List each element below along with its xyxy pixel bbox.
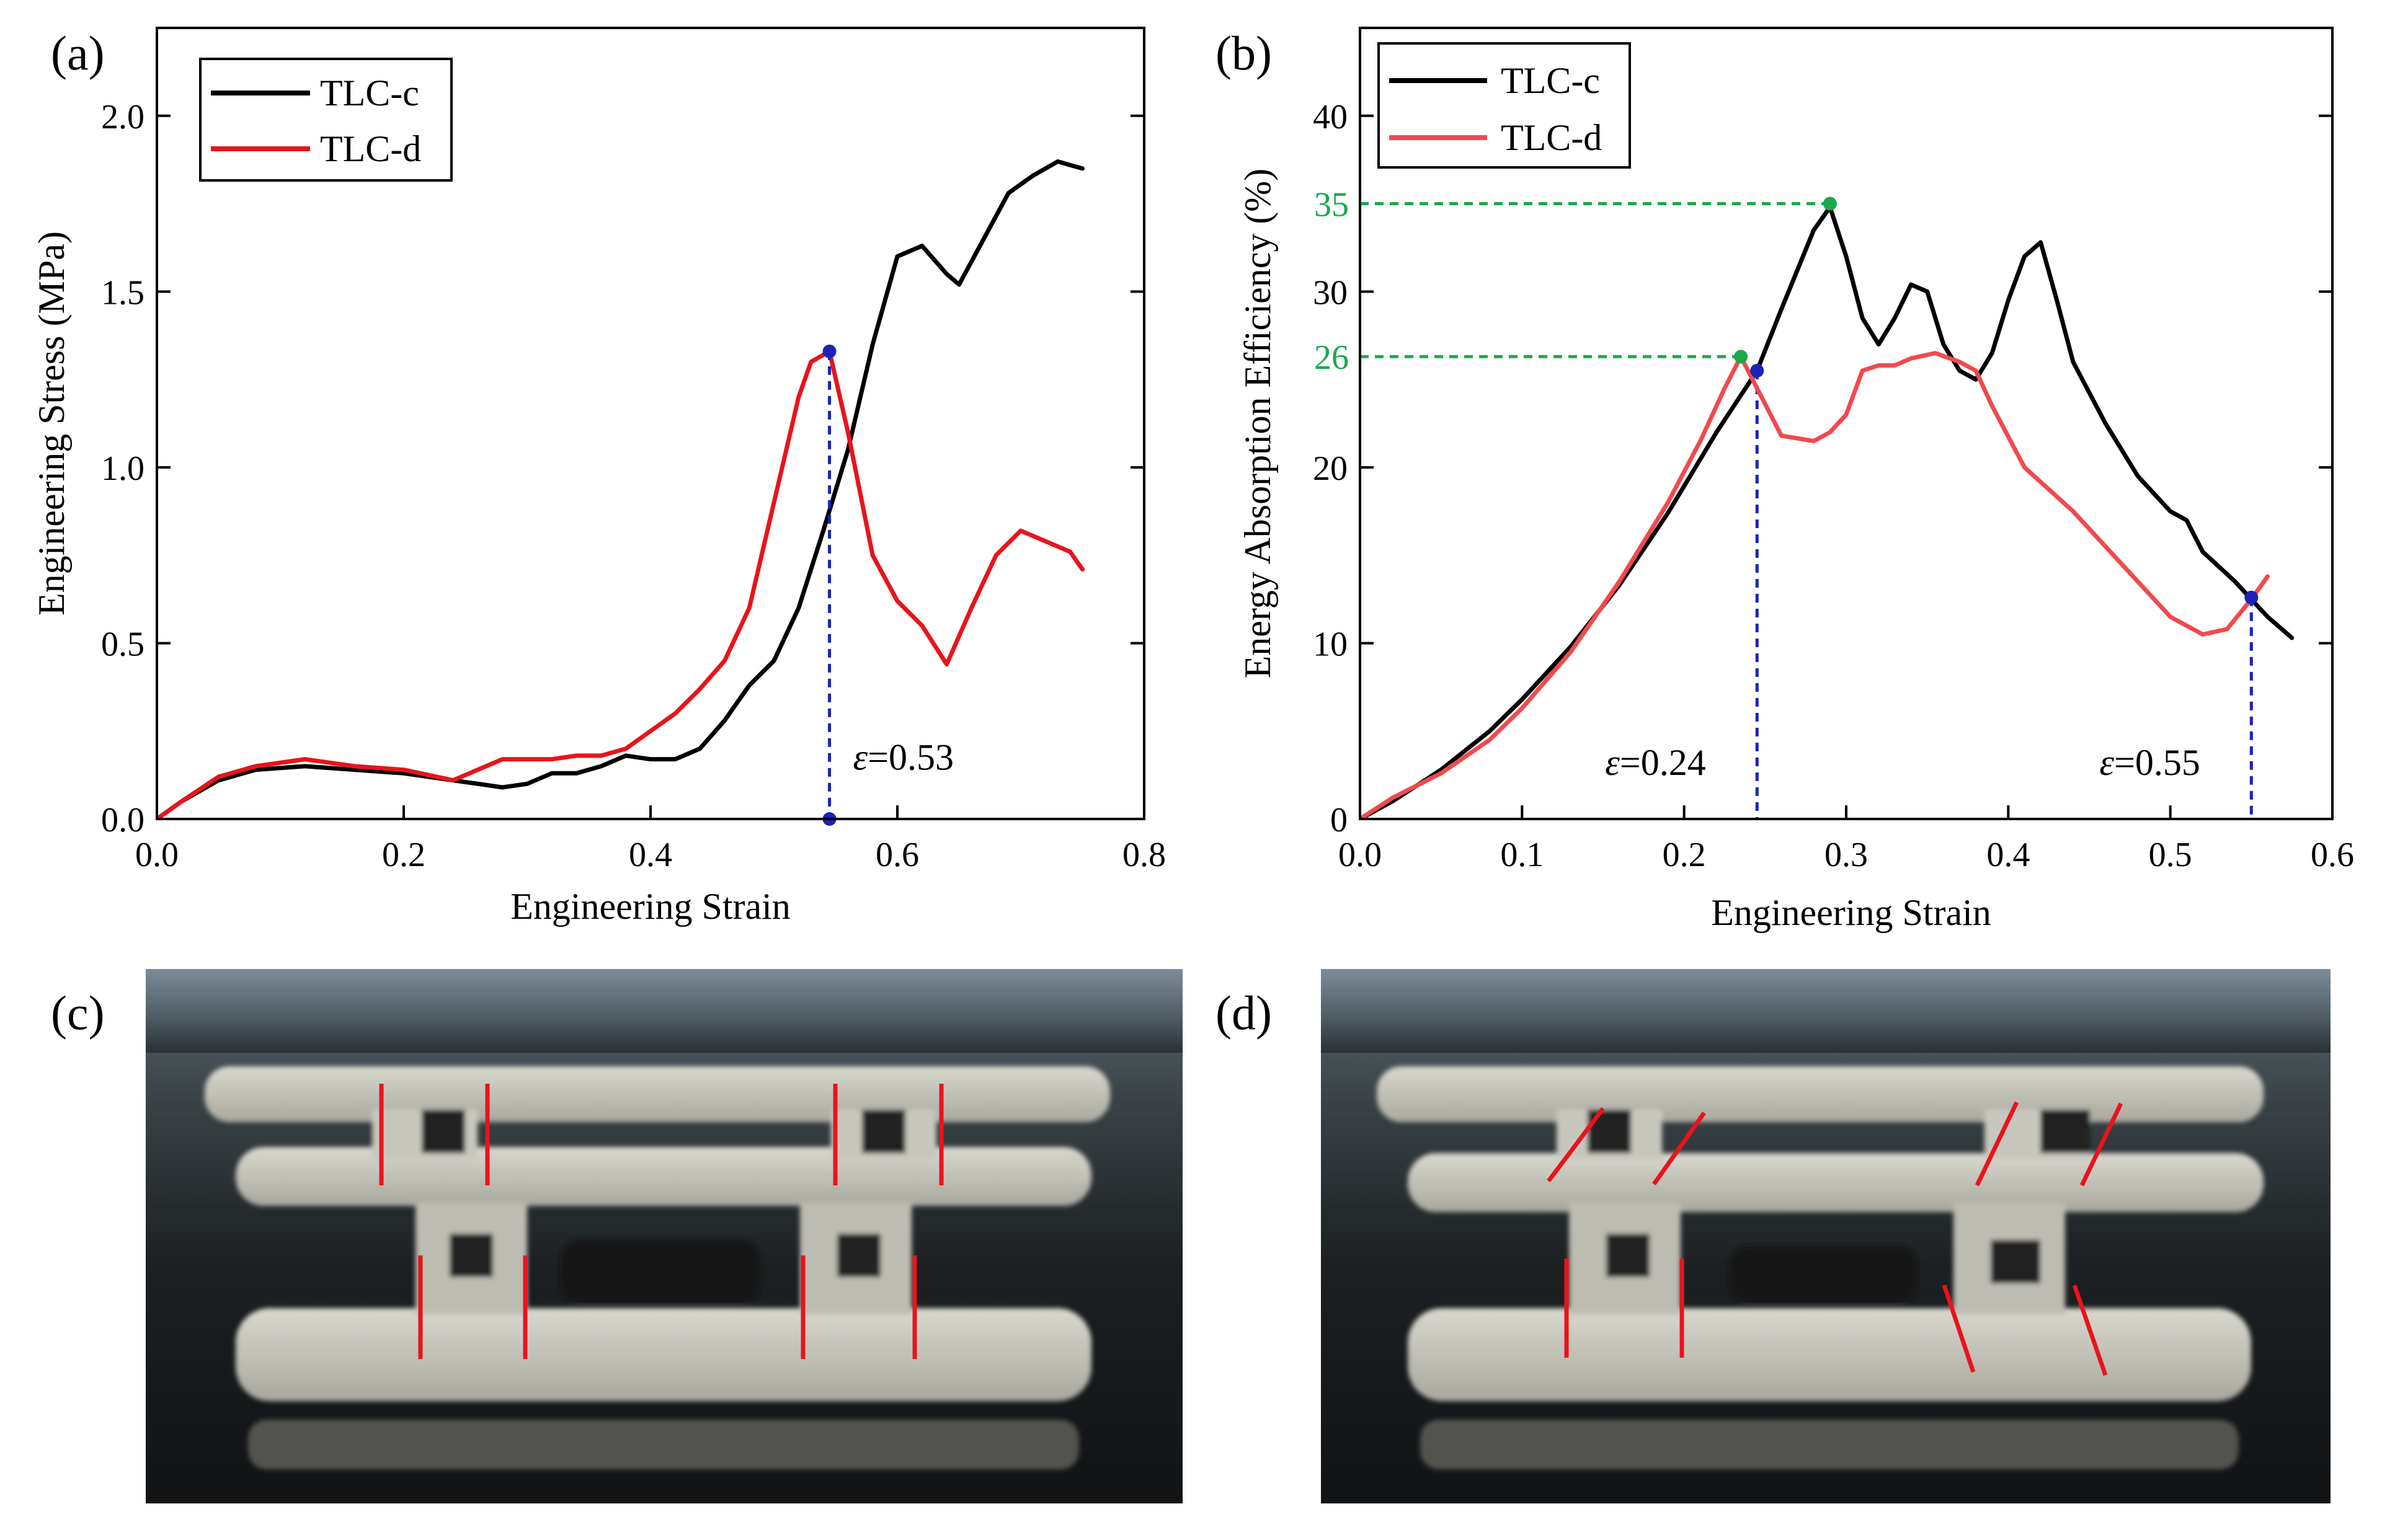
panel-a-legend-box	[199, 58, 453, 182]
panel-d-marker-1	[1547, 1107, 1605, 1183]
panel-d-marker-2	[1652, 1111, 1706, 1186]
panel-b-legend-label-tlc-d: TLC-d	[1501, 117, 1602, 158]
panel-b-green-value-label: 35	[1314, 186, 1349, 224]
panel-b-strain-annotation-2: ε=0.55	[2099, 742, 2200, 783]
panel-c-compression-plate	[146, 969, 1183, 1053]
panel-d-photo	[1321, 969, 2331, 1503]
panel-a-legend: TLC-c TLC-d	[199, 58, 453, 182]
panel-b-y-tick-label: 0	[1330, 801, 1348, 839]
panel-c-specimen	[205, 1066, 1110, 1469]
panel-b-x-tick-label: 0.6	[2311, 836, 2354, 874]
panel-b-y-axis-label: Energy Absorption Efficiency (%)	[1237, 169, 1278, 679]
panel-a-x-tick-label: 0.4	[629, 836, 672, 874]
panel-b-legend-label-tlc-c: TLC-c	[1501, 60, 1600, 101]
panel-d-label: (d)	[1215, 986, 1272, 1040]
panel-d-specimen	[1377, 1066, 2264, 1469]
panel-b-blue-point	[2244, 590, 2259, 604]
panel-b-green-point	[1734, 350, 1748, 364]
panel-a-series-tlc-c	[157, 159, 1085, 819]
panel-a-label: (a)	[51, 26, 105, 80]
panel-b-blue-point	[1750, 363, 1764, 378]
panel-b-x-axis-label: Engineering Strain	[1711, 892, 1991, 933]
panel-a-legend-label-tlc-c: TLC-c	[320, 73, 419, 113]
panel-b-x-tick-label: 0.1	[1500, 836, 1544, 874]
panel-a-plot-frame	[156, 27, 1145, 820]
panel-a-y-tick-label: 2.0	[101, 98, 144, 136]
panel-d-marker-7	[1942, 1284, 1976, 1373]
panel-a: (a) 0.0 0.2 0.4 0.6 0.8 0.0 0.5 1.0 1.5 2.0 ε=0.5…	[31, 26, 1166, 927]
panel-b-plot-frame	[1359, 27, 2334, 820]
panel-b-x-tick-label: 0.2	[1663, 836, 1706, 874]
panel-b-legend: TLC-c TLC-d	[1377, 42, 1631, 169]
panel-c: (c)	[51, 969, 1183, 1503]
panel-b-y-tick-label: 10	[1313, 625, 1348, 663]
panel-d-marker-4	[2079, 1102, 2123, 1187]
panel-a-y-tick-label: 0.0	[101, 801, 144, 839]
panel-b-x-tick-label: 0.3	[1824, 836, 1868, 874]
panel-a-y-tick-label: 1.5	[101, 273, 144, 312]
panel-a-ticks: 0.0 0.2 0.4 0.6 0.8 0.0 0.5 1.0 1.5 2.0	[101, 98, 1166, 874]
panel-b-guides: 35 26	[1314, 186, 2253, 819]
panel-a-y-axis-label: Engineering Stress (MPa)	[31, 231, 72, 616]
panel-d: (d)	[1215, 969, 2331, 1503]
panel-c-photo	[146, 969, 1183, 1503]
panel-d-photo-background	[1321, 969, 2331, 1503]
panel-b-green-value-label: 26	[1314, 339, 1349, 377]
panel-b-x-tick-label: 0.4	[1986, 836, 2030, 874]
panel-a-x-tick-label: 0.2	[382, 836, 425, 874]
panel-a-x-tick-label: 0.8	[1122, 836, 1166, 874]
panel-a-series	[157, 159, 1085, 819]
panel-b-y-tick-label: 30	[1313, 273, 1348, 312]
panel-b-x-tick-label: 0.5	[2149, 836, 2192, 874]
panel-a-annotations: ε=0.53	[822, 344, 954, 826]
panel-c-photo-background	[146, 969, 1183, 1503]
panel-b-label: (b)	[1215, 26, 1272, 80]
panel-b-x-tick-label: 0.0	[1338, 836, 1382, 874]
panel-d-red-markers	[1547, 1101, 2123, 1376]
panel-d-compression-plate	[1321, 969, 2331, 1053]
panel-a-legend-label-tlc-d: TLC-d	[320, 128, 421, 169]
panel-b-series	[1360, 205, 2295, 819]
panel-b-green-point	[1823, 197, 1837, 211]
panel-b-series-tlc-d	[1360, 351, 2270, 819]
panel-a-series-tlc-d	[157, 349, 1085, 819]
panel-b-y-tick-label: 40	[1313, 98, 1348, 136]
panel-b-y-tick-label: 20	[1313, 449, 1348, 488]
panel-a-y-tick-label: 1.0	[101, 449, 144, 488]
panel-a-strain-annotation: ε=0.53	[853, 737, 954, 778]
panel-c-red-markers	[379, 1084, 944, 1359]
panel-a-y-tick-label: 0.5	[101, 625, 144, 663]
panel-b-strain-annotation-1: ε=0.24	[1605, 742, 1706, 783]
panel-d-marker-8	[2072, 1284, 2108, 1376]
panel-d-marker-3	[1975, 1101, 2019, 1187]
panel-b-ticks: 0.0 0.1 0.2 0.3 0.4 0.5 0.6 0 10 20 30 40	[1313, 98, 2354, 874]
panel-a-marker-top-point	[822, 344, 837, 358]
panel-a-x-axis-label: Engineering Strain	[510, 886, 791, 927]
panel-b-annotations: ε=0.24 ε=0.55	[1605, 197, 2259, 783]
panel-b-legend-box	[1377, 42, 1631, 169]
panel-c-label: (c)	[51, 986, 105, 1040]
panel-a-x-tick-label: 0.0	[135, 836, 179, 874]
panel-a-x-tick-label: 0.6	[876, 836, 919, 874]
